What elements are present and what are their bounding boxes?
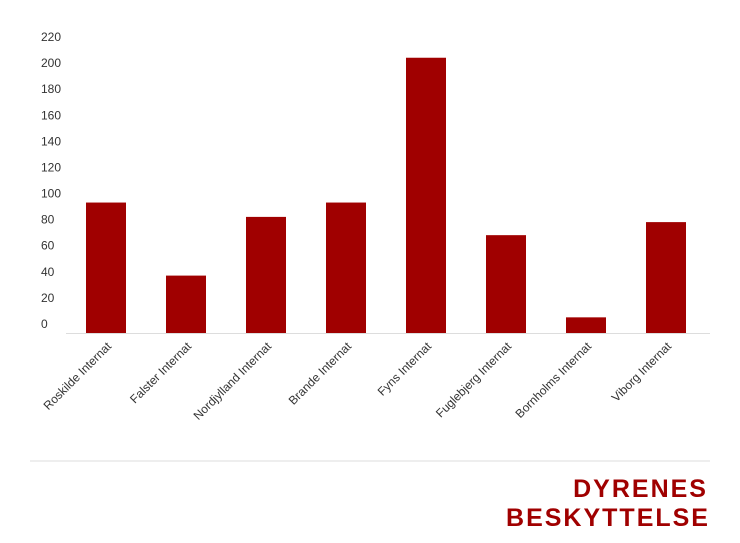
y-tick-label: 0 bbox=[41, 317, 48, 331]
x-tick-label: Falster Internat bbox=[127, 339, 194, 406]
y-tick-label: 180 bbox=[41, 82, 61, 96]
x-tick-label: Roskilde Internat bbox=[41, 339, 115, 413]
bar bbox=[486, 235, 526, 333]
bar bbox=[246, 216, 286, 333]
x-tick-label: Fuglebjerg Internat bbox=[433, 339, 515, 421]
x-tick-label: Fyns Internat bbox=[375, 339, 435, 399]
bar bbox=[406, 57, 446, 334]
y-tick-label: 120 bbox=[41, 160, 61, 174]
y-tick-label: 80 bbox=[41, 213, 55, 227]
y-tick-label: 200 bbox=[41, 56, 61, 70]
y-tick-label: 140 bbox=[41, 134, 61, 148]
y-tick-label: 160 bbox=[41, 108, 61, 122]
bar bbox=[166, 275, 206, 333]
bar bbox=[646, 222, 686, 333]
x-tick-label: Brande Internat bbox=[286, 339, 355, 408]
y-tick-label: 40 bbox=[41, 265, 55, 279]
bar bbox=[86, 202, 126, 333]
x-tick-label: Viborg Internat bbox=[609, 339, 675, 405]
x-tick-label: Nordjylland Internat bbox=[191, 339, 275, 423]
bar bbox=[566, 317, 606, 333]
y-tick-label: 60 bbox=[41, 239, 55, 253]
logo-line2: BESKYTTELSE bbox=[506, 504, 710, 532]
logo-line1: DYRENES bbox=[573, 475, 708, 503]
x-tick-label: Bornholms Internat bbox=[513, 339, 595, 421]
y-tick-label: 20 bbox=[41, 291, 55, 305]
bar bbox=[326, 202, 366, 333]
y-tick-label: 100 bbox=[41, 187, 61, 201]
y-tick-label: 220 bbox=[41, 30, 61, 44]
